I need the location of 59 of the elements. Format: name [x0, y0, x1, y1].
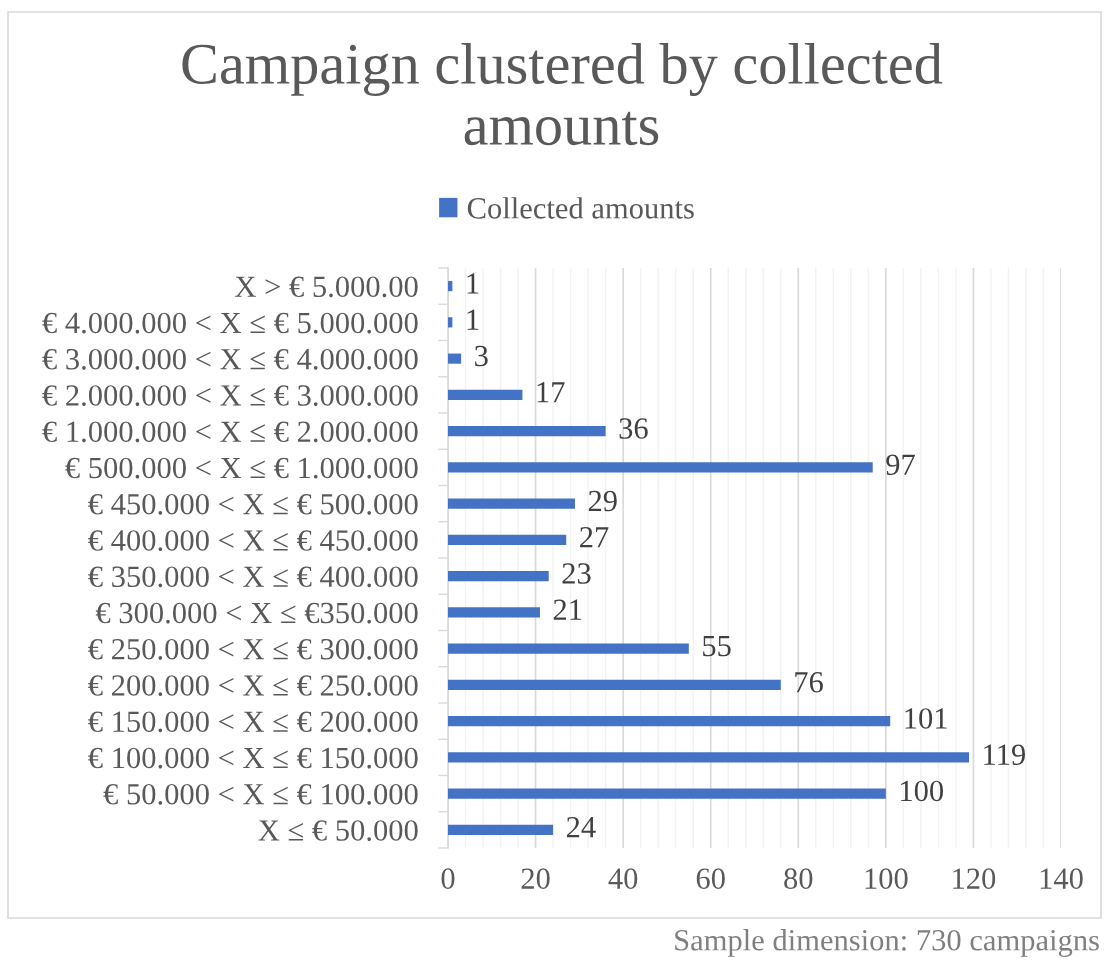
- bar: [448, 752, 970, 763]
- bar: [448, 788, 886, 799]
- y-tick-label: € 450.000 < X ≤ € 500.000: [88, 493, 418, 515]
- x-tick-label: 140: [1040, 868, 1083, 889]
- y-tick-label: € 300.000 < X ≤ €350.000: [95, 602, 418, 624]
- bar: [448, 281, 453, 292]
- y-tick-label: € 400.000 < X ≤ € 450.000: [88, 530, 418, 551]
- x-tick-label: 20: [521, 868, 550, 889]
- x-tick-label: 0: [441, 868, 455, 889]
- y-tick-label: € 500.000 < X ≤ € 1.000.000: [65, 457, 418, 479]
- data-label: 1: [467, 309, 479, 330]
- y-tick-label: € 50.000 < X ≤ € 100.000: [103, 783, 418, 805]
- x-tick-label: 60: [696, 868, 725, 889]
- legend-label: Collected amounts: [467, 197, 694, 219]
- y-tick-label: X ≤ € 50.000: [258, 820, 418, 841]
- y-tick-label: € 3.000.000 < X ≤ € 4.000.000: [42, 348, 418, 370]
- y-tick-label: X > € 5.000.00: [235, 276, 418, 298]
- bar: [448, 716, 891, 727]
- y-tick-label: € 4.000.000 < X ≤ € 5.000.000: [42, 312, 418, 334]
- bar: [448, 426, 606, 437]
- bar: [448, 643, 689, 654]
- x-tick-label: 80: [784, 868, 813, 889]
- chart-title: Campaign clustered by collected amounts: [182, 42, 943, 146]
- x-tick-label: 40: [608, 868, 638, 889]
- x-tick-label: 120: [953, 868, 996, 889]
- bar: [448, 389, 523, 400]
- data-label: 27: [580, 526, 609, 548]
- data-label: 97: [886, 454, 915, 476]
- data-label: 55: [703, 635, 731, 657]
- data-label: 119: [984, 744, 1025, 766]
- data-label: 1: [467, 273, 479, 294]
- data-label: 76: [795, 671, 823, 693]
- data-label: 101: [905, 708, 947, 729]
- bar: [448, 534, 567, 545]
- bar: [448, 353, 462, 364]
- y-tick-label: € 350.000 < X ≤ € 400.000: [88, 566, 418, 588]
- data-label: 100: [901, 780, 944, 802]
- x-tick-label: 100: [865, 868, 908, 889]
- data-label: 17: [537, 382, 565, 403]
- data-label: 3: [475, 345, 488, 367]
- data-label: 21: [553, 599, 582, 620]
- data-label: 36: [619, 418, 648, 439]
- y-tick-label: € 250.000 < X ≤ € 300.000: [88, 638, 418, 660]
- y-tick-label: € 150.000 < X ≤ € 200.000: [88, 711, 418, 733]
- bar: [448, 571, 549, 582]
- y-tick-label: € 200.000 < X ≤ € 250.000: [88, 675, 418, 696]
- text: Sample dimension: 730 campaigns: [675, 929, 1099, 957]
- data-label: 24: [566, 816, 596, 838]
- y-tick-label: € 100.000 < X ≤ € 150.000: [88, 747, 418, 769]
- bar: [448, 607, 540, 618]
- y-tick-label: € 2.000.000 < X ≤ € 3.000.000: [42, 385, 418, 406]
- bar: [448, 824, 554, 835]
- bar: [448, 679, 781, 690]
- data-label: 23: [562, 563, 591, 584]
- bar: [448, 462, 873, 473]
- bar: [448, 317, 453, 328]
- bar: [448, 498, 575, 509]
- data-label: 29: [588, 490, 617, 512]
- y-tick-label: € 1.000.000 < X ≤ € 2.000.000: [42, 421, 418, 443]
